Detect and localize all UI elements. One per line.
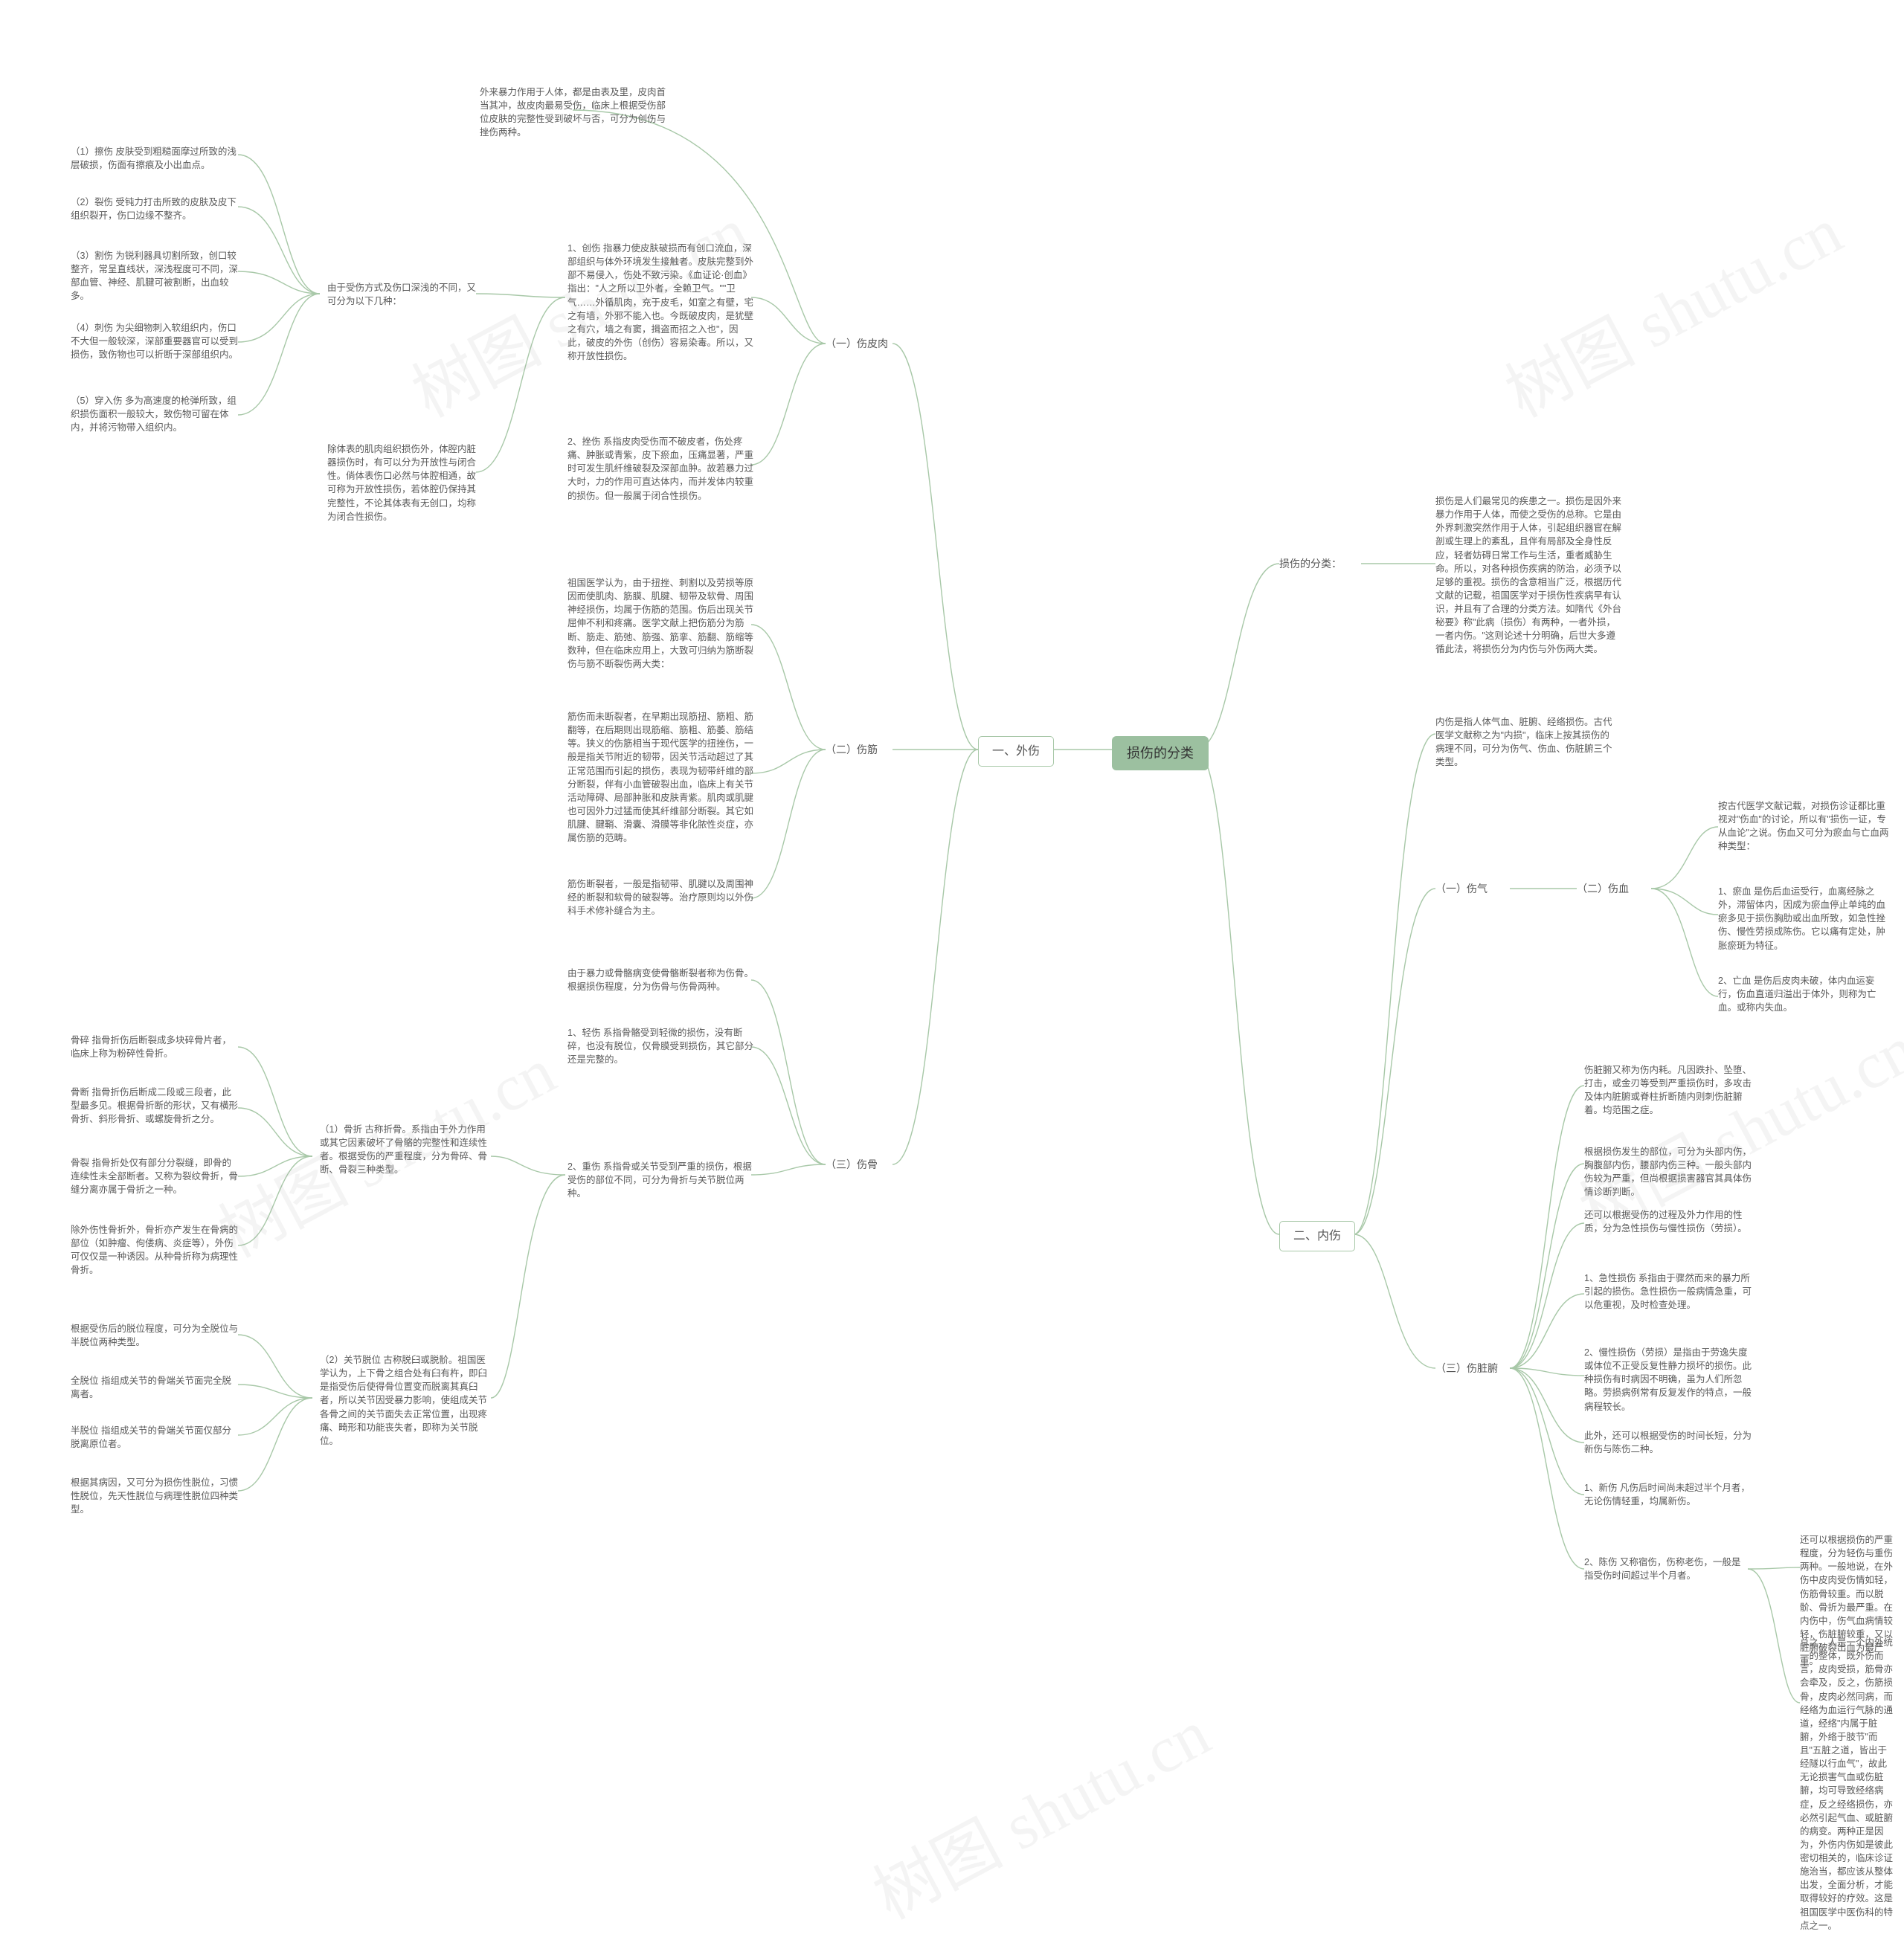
leaf-jin-duanlie: 筋伤断裂者，一般是指韧带、肌腱以及周围神经的断裂和软骨的破裂等。治疗原则均以外伤…	[567, 877, 753, 918]
leaf-jin-weiduan: 筋伤而未断裂者，在早期出现筋扭、筋粗、筋翻等，在后期则出现筋缩、筋粗、筋萎、筋结…	[567, 710, 753, 845]
leaf-zf-chen: 2、陈伤 又称宿伤，伤称老伤，一般是指受伤时间超过半个月者。	[1584, 1556, 1748, 1582]
leaf-zf-xin: 1、新伤 凡伤后时间尚未超过半个月者，无论伤情轻重，均属新伤。	[1584, 1481, 1755, 1508]
leaf-guduan: 骨断 指骨折伤后断成二段或三段者，此型最多见。根据骨折断的形状，又有横形骨折、斜…	[71, 1086, 238, 1126]
node-pirou: （一）伤皮肉	[826, 336, 888, 351]
leaf-tw-bingyin: 根据其病因，又可分为损伤性脱位，习惯性脱位，先天性脱位与病理性脱位四种类型。	[71, 1476, 238, 1516]
node-waishang: 一、外伤	[978, 736, 1054, 767]
leaf-gubuwei: 除外伤性骨折外，骨折亦产发生在骨病的部位（如肿瘤、佝偻病、炎症等），外伤可仅仅是…	[71, 1223, 238, 1277]
leaf-chuangshang: 1、创伤 指暴力使皮肤破损而有创口流血，深部组织与体外环境发生接触者。皮肤完整到…	[567, 242, 753, 363]
leaf-xue-intro: 按古代医学文献记载，对损伤诊证都比重视对"伤血"的讨论，所以有"损伤一证，专从血…	[1718, 799, 1889, 854]
leaf-zf-manxing: 2、慢性损伤（劳损）是指由于劳逸失度或体位不正受反复性静力损坏的损伤。此种损伤有…	[1584, 1346, 1755, 1414]
leaf-guzhe: （1）骨折 古称折骨。系指由于外力作用或其它因素破坏了骨骼的完整性和连续性者。根…	[320, 1123, 491, 1177]
leaf-nei-intro: 内伤是指人体气血、脏腑、经络损伤。古代医学文献称之为"内损"，临床上按其损伤的病…	[1435, 715, 1614, 770]
leaf-cha: （1）擦伤 皮肤受到粗糙面摩过所致的浅层破损，伤面有擦痕及小出血点。	[71, 145, 238, 172]
leaf-zf-intro: 伤脏腑又称为伤内耗。凡因跌扑、坠堕、打击，或金刃等受到严重损伤时，多攻击及体内脏…	[1584, 1063, 1755, 1118]
node-fenlei-label: 损伤的分类：	[1279, 556, 1342, 571]
leaf-fenlei-desc: 损伤是人们最常见的疾患之一。损伤是因外来暴力作用于人体，而使之受伤的总称。它是由…	[1435, 494, 1621, 657]
leaf-ci: （4）刺伤 为尖细物刺入软组织内，伤口不大但一般较深，深部重要器官可以受到损伤，…	[71, 321, 238, 361]
leaf-chuang-sub-intro2: 除体表的肌肉组织损伤外，体腔内脏器损伤时，有可以分为开放性与闭合性。倘体表伤口必…	[327, 442, 476, 523]
leaf-lie: （2）裂伤 受钝力打击所致的皮肤及皮下组织裂开，伤口边缘不整齐。	[71, 196, 238, 222]
node-neishang: 二、内伤	[1279, 1221, 1355, 1251]
leaf-tuowei: （2）关节脱位 古称脱臼或脱骱。祖国医学认为，上下骨之组合处有臼有杵，即臼是指受…	[320, 1353, 491, 1448]
leaf-yuxue: 1、瘀血 是伤后血运受行，血离经脉之外，滞留体内，因成为瘀血停止单纯的血瘀多见于…	[1718, 885, 1889, 953]
leaf-gu-qing: 1、轻伤 系指骨骼受到轻微的损伤，没有断碎，也没有脱位，仅骨膜受到损伤，其它部分…	[567, 1026, 753, 1066]
connector-lines	[0, 0, 1904, 1866]
node-jin: （二）伤筋	[826, 742, 878, 757]
leaf-pirou-intro: 外来暴力作用于人体，都是由表及里，皮肉首当其冲，故皮肉最易受伤，临床上根据受伤部…	[480, 86, 673, 140]
leaf-gu-intro: 由于暴力或骨骼病变使骨骼断裂者称为伤骨。根据损伤程度，分为伤骨与伤骨两种。	[567, 967, 753, 993]
watermark: 树图 shutu.cn	[855, 1682, 1223, 1937]
leaf-gusui: 骨碎 指骨折伤后断裂成多块碎骨片者，临床上称为粉碎性骨折。	[71, 1034, 238, 1060]
leaf-tw-chengdu: 根据受伤后的脱位程度，可分为全脱位与半脱位两种类型。	[71, 1322, 238, 1349]
root-node: 损伤的分类	[1112, 736, 1209, 770]
leaf-zf-jixing: 1、急性损伤 系指由于骤然而来的暴力所引起的损伤。急性损伤一般病情急重，可以危重…	[1584, 1272, 1755, 1312]
node-zangfu: （三）伤脏腑	[1435, 1361, 1498, 1376]
leaf-jin-intro: 祖国医学认为，由于扭挫、刺割以及劳损等原因而使肌肉、筋膜、肌腱、韧带及软骨、周围…	[567, 576, 753, 671]
leaf-zf-summary: 总之，人是一个内外统一的整体，既外伤而言，皮肉受损，筋骨亦会牵及，反之，伤筋损骨…	[1800, 1636, 1893, 1933]
node-shangxue: （二）伤血	[1577, 881, 1629, 896]
leaf-chuanru: （5）穿入伤 多为高速度的枪弹所致，组织损伤面积一般较大，致伤物可留在体内，并将…	[71, 394, 238, 434]
leaf-wangxue: 2、亡血 是伤后皮肉未破，体内血运妄行，伤血直道归溢出于体外，则称为亡血。或称内…	[1718, 974, 1889, 1014]
node-gu: （三）伤骨	[826, 1157, 878, 1172]
leaf-gu-zhong: 2、重伤 系指骨或关节受到严重的损伤，根据受伤的部位不同，可分为骨折与关节脱位两…	[567, 1160, 753, 1200]
leaf-gulie: 骨裂 指骨折处仅有部分分裂缝，即骨的连续性未全部断者。又称为裂纹骨折，骨缝分离亦…	[71, 1156, 238, 1196]
leaf-cuoshang: 2、挫伤 系指皮肉受伤而不破皮者，伤处疼痛、肿胀或青紫，皮下瘀血，压痛显著，严重…	[567, 435, 753, 503]
leaf-zf-guocheng: 还可以根据受伤的过程及外力作用的性质，分为急性损伤与慢性损伤（劳损）。	[1584, 1208, 1755, 1235]
leaf-tw-quan: 全脱位 指组成关节的骨端关节面完全脱离者。	[71, 1374, 238, 1401]
watermark: 树图 shutu.cn	[1487, 180, 1856, 436]
leaf-tw-ban: 半脱位 指组成关节的骨端关节面仅部分脱离原位者。	[71, 1424, 238, 1451]
leaf-zf-buwei: 根据损伤发生的部位，可分为头部内伤，胸腹部内伤，腰部内伤三种。一般头部内伤较为严…	[1584, 1145, 1755, 1199]
leaf-zf-shichang: 此外，还可以根据受伤的时间长短，分为新伤与陈伤二种。	[1584, 1429, 1755, 1456]
node-shangqi: （一）伤气	[1435, 881, 1488, 896]
leaf-chuang-sub-intro: 由于受伤方式及伤口深浅的不同，又可分为以下几种：	[327, 281, 476, 308]
leaf-ge: （3）割伤 为锐利器具切割所致，创口较整齐，常呈直线状，深浅程度可不同，深部血管…	[71, 249, 238, 303]
